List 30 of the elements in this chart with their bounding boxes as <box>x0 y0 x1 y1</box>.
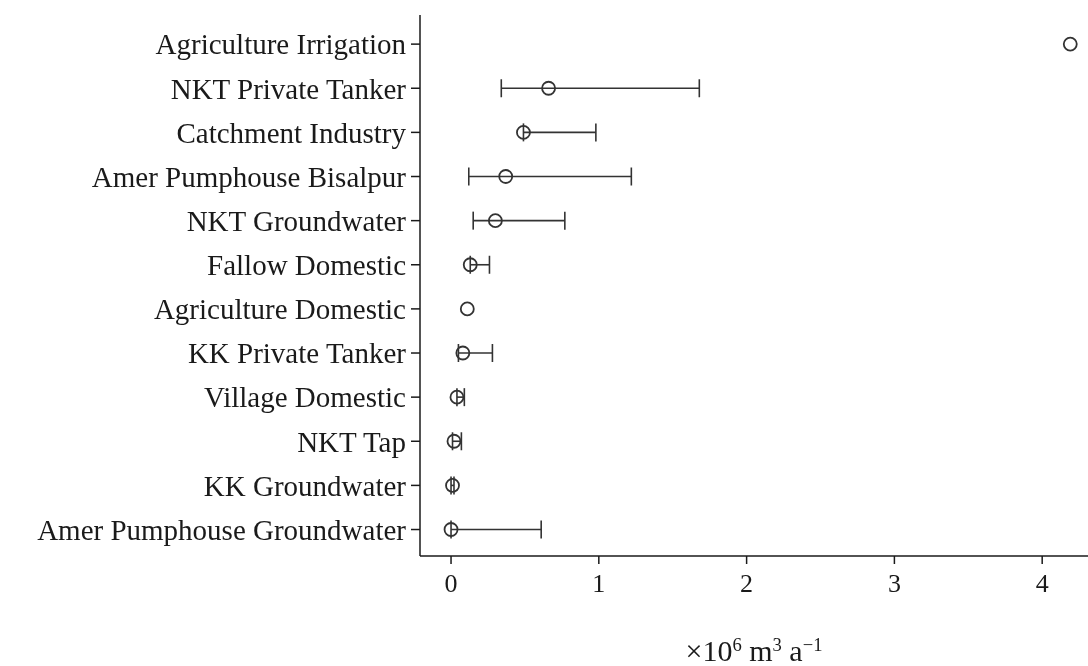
y-tick-label: Catchment Industry <box>176 116 407 149</box>
x-tick-label: 2 <box>740 569 754 599</box>
point <box>443 522 459 537</box>
y-tick-label: KK Groundwater <box>203 469 407 502</box>
point <box>498 169 514 184</box>
point <box>541 80 556 96</box>
point <box>455 345 471 361</box>
point <box>487 213 503 229</box>
point <box>445 478 460 493</box>
y-tick-label: Village Domestic <box>203 381 406 414</box>
y-tick-label: Agriculture Domestic <box>153 293 406 326</box>
y-tick-label: Fallow Domestic <box>207 249 406 282</box>
x-tick-label: 0 <box>444 569 458 599</box>
x-tick-label: 1 <box>592 569 606 599</box>
point <box>462 257 478 273</box>
y-tick-label: KK Private Tanker <box>187 337 407 370</box>
point <box>446 433 462 449</box>
x-axis-title: ×10$^{6}$ m$^{3}$ a$^{−1}$ <box>685 633 823 666</box>
y-tick-label: Agriculture Irrigation <box>155 28 407 61</box>
y-tick-label: NKT Groundwater <box>186 204 407 237</box>
point <box>459 301 475 317</box>
y-tick-label: NKT Tap <box>297 425 406 458</box>
y-tick-label: Amer Pumphouse Groundwater <box>37 513 407 546</box>
x-tick-label: 3 <box>887 569 901 599</box>
x-tick-label: 4 <box>1035 569 1049 599</box>
point <box>516 124 531 140</box>
y-tick-label: Amer Pumphouse Bisalpur <box>91 160 407 193</box>
y-tick-label: NKT Private Tanker <box>170 72 407 105</box>
point <box>1062 36 1078 52</box>
point <box>449 389 465 405</box>
